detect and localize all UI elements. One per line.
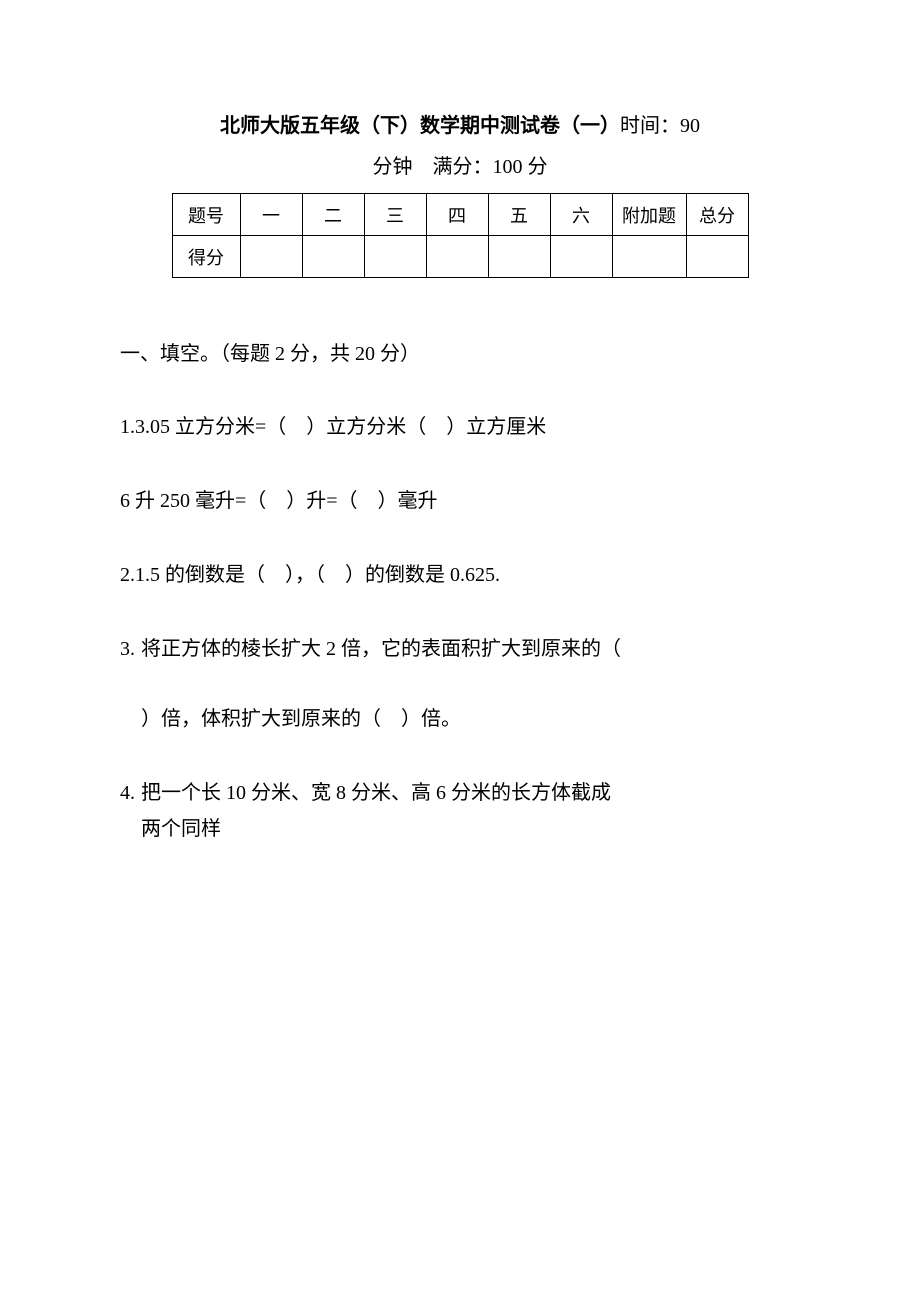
title-line: 北师大版五年级（下）数学期中测试卷（一）时间：90 [120,110,800,142]
question-1b: 6 升 250 毫升=（ ）升=（ ）毫升 [120,484,800,518]
table-row: 题号 一 二 三 四 五 六 附加题 总分 [172,194,748,236]
table-header-col: 附加题 [612,194,686,236]
question-4: 4. 把一个长 10 分米、宽 8 分米、高 6 分米的长方体截成 两个同样 [120,776,800,846]
table-score-cell [240,236,302,278]
table-header-col: 六 [550,194,612,236]
table-score-cell [364,236,426,278]
table-header-col: 二 [302,194,364,236]
table-score-cell [550,236,612,278]
table-score-cell [426,236,488,278]
question-1: 1.3.05 立方分米=（ ）立方分米（ ）立方厘米 [120,410,800,444]
question-4-line1: 把一个长 10 分米、宽 8 分米、高 6 分米的长方体截成 [141,776,800,810]
question-3: 3. 将正方体的棱长扩大 2 倍，它的表面积扩大到原来的（ ）倍，体积扩大到原来… [120,632,800,736]
question-4-number: 4. [120,776,141,846]
exam-title-bold: 北师大版五年级（下）数学期中测试卷（一） [220,115,620,137]
question-2: 2.1.5 的倒数是（ ），（ ）的倒数是 0.625. [120,558,800,592]
table-header-col: 五 [488,194,550,236]
question-4-line2: 两个同样 [141,812,800,846]
table-score-label: 得分 [172,236,240,278]
question-3-line2: ）倍，体积扩大到原来的（ ）倍。 [141,702,800,736]
table-score-cell [302,236,364,278]
score-table: 题号 一 二 三 四 五 六 附加题 总分 得分 [172,193,749,278]
question-3-body: 将正方体的棱长扩大 2 倍，它的表面积扩大到原来的（ ）倍，体积扩大到原来的（ … [141,632,800,736]
section-1-heading: 一、填空。（每题 2 分，共 20 分） [120,338,800,370]
table-header-col: 三 [364,194,426,236]
exam-title-tail: 时间：90 [620,115,700,137]
question-3-number: 3. [120,632,141,736]
question-3-line1: 将正方体的棱长扩大 2 倍，它的表面积扩大到原来的（ [141,632,800,666]
table-score-cell [488,236,550,278]
table-row: 得分 [172,236,748,278]
table-header-col: 总分 [686,194,748,236]
table-header-label: 题号 [172,194,240,236]
question-4-body: 把一个长 10 分米、宽 8 分米、高 6 分米的长方体截成 两个同样 [141,776,800,846]
table-score-cell [686,236,748,278]
table-header-col: 一 [240,194,302,236]
table-header-col: 四 [426,194,488,236]
exam-subtitle: 分钟 满分：100 分 [120,150,800,179]
table-score-cell [612,236,686,278]
